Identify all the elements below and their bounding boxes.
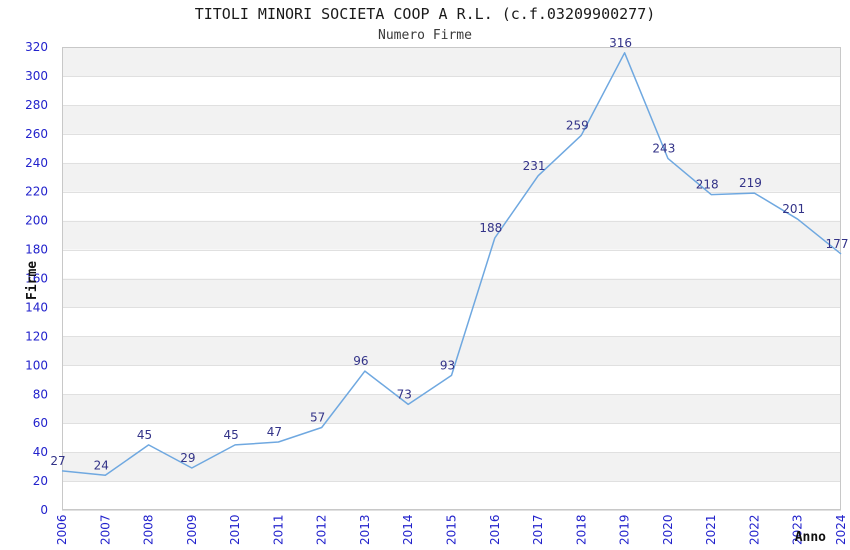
x-tick-label: 2023 (791, 514, 805, 545)
x-tick-label: 2016 (488, 514, 502, 545)
plot-band (62, 104, 841, 134)
x-tick-label: 2018 (574, 514, 588, 545)
point-value-label: 259 (566, 118, 589, 132)
point-value-label: 24 (94, 458, 109, 472)
y-tick-label: 40 (33, 445, 48, 459)
plot-band (62, 481, 841, 510)
y-tick-label: 120 (25, 329, 48, 343)
point-value-label: 29 (180, 451, 195, 465)
x-tick-label: 2022 (747, 514, 761, 545)
chart-title: TITOLI MINORI SOCIETA COOP A R.L. (c.f.0… (194, 5, 656, 23)
y-tick-label: 20 (33, 474, 48, 488)
x-tick-label: 2010 (228, 514, 242, 545)
y-tick-label: 220 (25, 185, 48, 199)
x-tick-label: 2009 (185, 514, 199, 545)
plot-band (62, 249, 841, 279)
x-tick-label: 2020 (661, 514, 675, 545)
x-tick-label: 2006 (55, 514, 69, 545)
point-value-label: 93 (440, 358, 455, 372)
point-value-label: 218 (696, 178, 719, 192)
y-tick-label: 280 (25, 98, 48, 112)
x-tick-label: 2007 (98, 514, 112, 545)
x-tick-label: 2013 (358, 514, 372, 545)
series-line (61, 52, 842, 477)
x-tick-label: 2008 (142, 514, 156, 545)
plot-band (62, 452, 841, 482)
plot-band (62, 220, 841, 250)
point-value-label: 96 (353, 354, 368, 368)
point-value-label: 188 (479, 221, 502, 235)
y-tick-label: 100 (25, 358, 48, 372)
point-value-label: 219 (739, 176, 762, 190)
y-tick-label: 180 (25, 243, 48, 257)
point-value-label: 47 (267, 425, 282, 439)
point-value-label: 27 (50, 454, 65, 468)
point-value-label: 231 (523, 159, 546, 173)
y-tick-label: 200 (25, 214, 48, 228)
point-value-label: 243 (652, 141, 675, 155)
plot-band (62, 47, 841, 76)
plot-band (62, 307, 841, 337)
point-value-label: 177 (826, 237, 849, 251)
x-axis-title: Anno (795, 530, 826, 545)
y-tick-label: 300 (25, 69, 48, 83)
x-tick-label: 2015 (445, 514, 459, 545)
plot-band (62, 133, 841, 163)
plot-band (62, 336, 841, 366)
plot-border (62, 47, 841, 510)
plot-band (62, 394, 841, 424)
plot-band (62, 278, 841, 308)
point-value-label: 45 (223, 428, 238, 442)
plot-band (62, 162, 841, 192)
y-tick-label: 140 (25, 300, 48, 314)
point-value-label: 57 (310, 411, 325, 425)
x-tick-label: 2019 (618, 514, 632, 545)
point-value-label: 316 (609, 36, 632, 50)
y-tick-label: 160 (25, 272, 48, 286)
y-tick-label: 240 (25, 156, 48, 170)
y-tick-label: 320 (25, 40, 48, 54)
y-tick-label: 0 (40, 503, 48, 517)
point-value-label: 73 (397, 387, 412, 401)
y-tick-label: 80 (33, 387, 48, 401)
plot-band (62, 75, 841, 105)
plot-band (62, 365, 841, 395)
x-tick-label: 2011 (271, 514, 285, 545)
chart-subtitle: Numero Firme (378, 28, 472, 43)
y-tick-label: 260 (25, 127, 48, 141)
point-value-label: 201 (782, 202, 805, 216)
plot-band (62, 423, 841, 453)
x-tick-label: 2012 (315, 514, 329, 545)
point-value-label: 45 (137, 428, 152, 442)
x-tick-label: 2017 (531, 514, 545, 545)
plot-band (62, 191, 841, 221)
y-tick-label: 60 (33, 416, 48, 430)
x-tick-label: 2021 (704, 514, 718, 545)
x-tick-label: 2024 (834, 514, 848, 545)
y-axis-title: Firme (25, 261, 40, 300)
x-tick-label: 2014 (401, 514, 415, 545)
